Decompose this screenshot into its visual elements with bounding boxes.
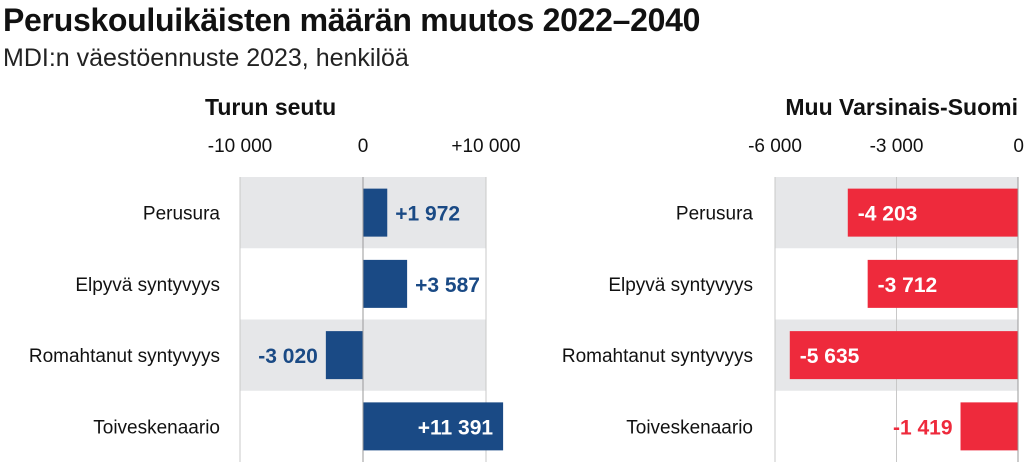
panel-title-muu-varsinais-suomi: Muu Varsinais-Suomi [785, 94, 1018, 120]
category-label: Toiveskenaario [93, 417, 220, 438]
category-label: Romahtanut syntyvyys [562, 346, 753, 367]
category-label: Perusura [143, 204, 221, 225]
tick-label: +10 000 [451, 136, 520, 157]
data-label: -3 712 [878, 274, 938, 297]
category-label: Elpyvä syntyvyys [75, 275, 220, 296]
category-label: Perusura [676, 204, 754, 225]
bar [847, 188, 1018, 237]
tick-label: -10 000 [208, 136, 272, 157]
bar [363, 188, 388, 237]
data-label: +1 972 [395, 203, 460, 226]
panel-title-turun-seutu: Turun seutu [205, 94, 336, 120]
data-label: +11 391 [418, 416, 494, 439]
bar [789, 331, 1018, 380]
bar [867, 259, 1018, 308]
category-label: Toiveskenaario [626, 417, 753, 438]
bar [363, 402, 504, 451]
tick-label: 0 [358, 136, 369, 157]
category-label: Elpyvä syntyvyys [608, 275, 753, 296]
category-label: Romahtanut syntyvyys [29, 346, 220, 367]
data-label: -1 419 [893, 416, 953, 439]
bar [363, 259, 408, 308]
tick-label: 0 [1013, 136, 1024, 157]
chart-title: Peruskouluikäisten määrän muutos 2022–20… [3, 2, 701, 38]
tick-label: -6 000 [748, 136, 802, 157]
bar [960, 402, 1018, 451]
chart-subtitle: MDI:n väestöennuste 2023, henkilöä [3, 44, 409, 72]
bar [325, 331, 363, 380]
data-label: +3 587 [415, 274, 480, 297]
tick-label: -3 000 [870, 136, 924, 157]
data-label: -4 203 [858, 203, 918, 226]
data-label: -3 020 [258, 345, 318, 368]
data-label: -5 635 [800, 345, 860, 368]
